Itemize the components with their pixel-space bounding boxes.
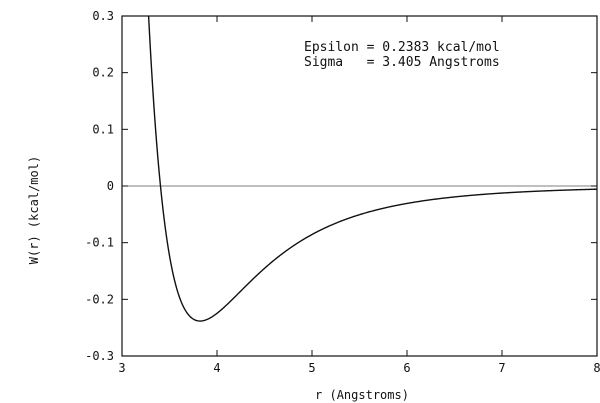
- x-tick-label: 4: [213, 361, 220, 375]
- x-tick-label: 5: [308, 361, 315, 375]
- y-tick-label: -0.1: [85, 236, 114, 250]
- y-tick-label: 0: [107, 179, 114, 193]
- x-tick-label: 8: [593, 361, 600, 375]
- y-tick-label: 0.1: [92, 122, 114, 136]
- series-line: [147, 16, 597, 322]
- x-tick-label: 7: [498, 361, 505, 375]
- x-tick-label: 3: [118, 361, 125, 375]
- y-tick-label: 0.2: [92, 66, 114, 80]
- y-axis-title: W(r) (kcal/mol): [27, 156, 41, 264]
- y-tick-label: 0.3: [92, 9, 114, 23]
- x-axis-ticks: 3 4 5 6 7 8: [118, 16, 600, 375]
- y-axis-ticks: -0.3 -0.2 -0.1 0 0.1 0.2 0.3: [85, 9, 597, 363]
- annotation-sigma: Sigma = 3.405 Angstroms: [304, 55, 500, 70]
- y-tick-label: -0.2: [85, 292, 114, 306]
- y-tick-label: -0.3: [85, 349, 114, 363]
- annotation-epsilon: Epsilon = 0.2383 kcal/mol: [304, 40, 500, 55]
- x-axis-title: r (Angstroms): [315, 388, 409, 402]
- x-tick-label: 6: [403, 361, 410, 375]
